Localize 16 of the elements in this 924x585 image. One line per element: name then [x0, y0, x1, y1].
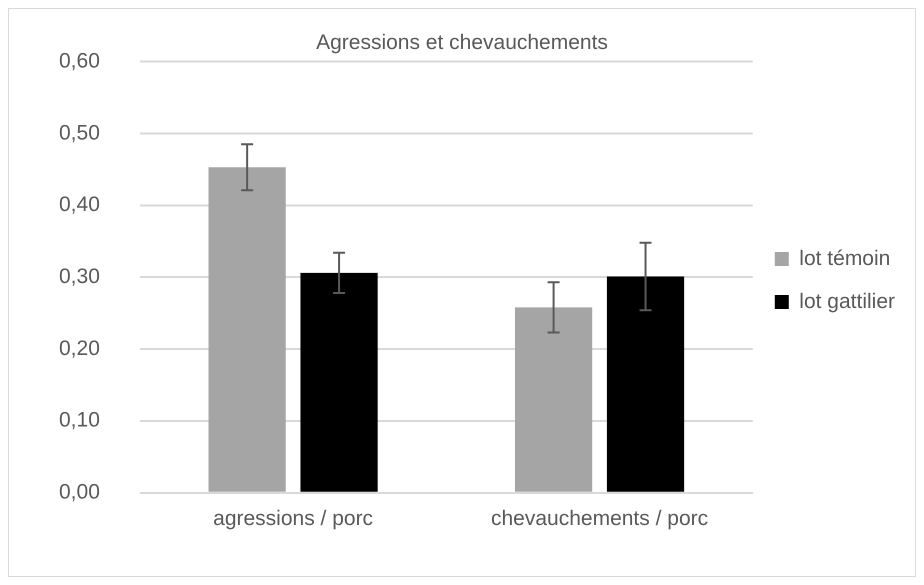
- legend-label: lot témoin: [799, 246, 890, 270]
- legend-label: lot gattilier: [799, 290, 896, 313]
- bar: [208, 167, 286, 492]
- y-tick-label: 0,40: [58, 193, 100, 216]
- x-tick-label: agressions / porc: [213, 507, 374, 530]
- y-tick-label: 0,60: [58, 49, 100, 72]
- chart-title: Agressions et chevauchements: [316, 30, 608, 54]
- bar: [606, 276, 684, 492]
- y-tick-label: 0,10: [58, 408, 100, 432]
- bar: [300, 272, 378, 492]
- y-tick-label: 0,30: [58, 264, 100, 288]
- y-tick-label: 0,00: [58, 480, 100, 504]
- y-tick-label: 0,50: [58, 121, 100, 144]
- bar: [514, 307, 592, 492]
- y-tick-label: 0,20: [58, 336, 100, 360]
- x-tick-label: chevauchements / porc: [491, 507, 708, 530]
